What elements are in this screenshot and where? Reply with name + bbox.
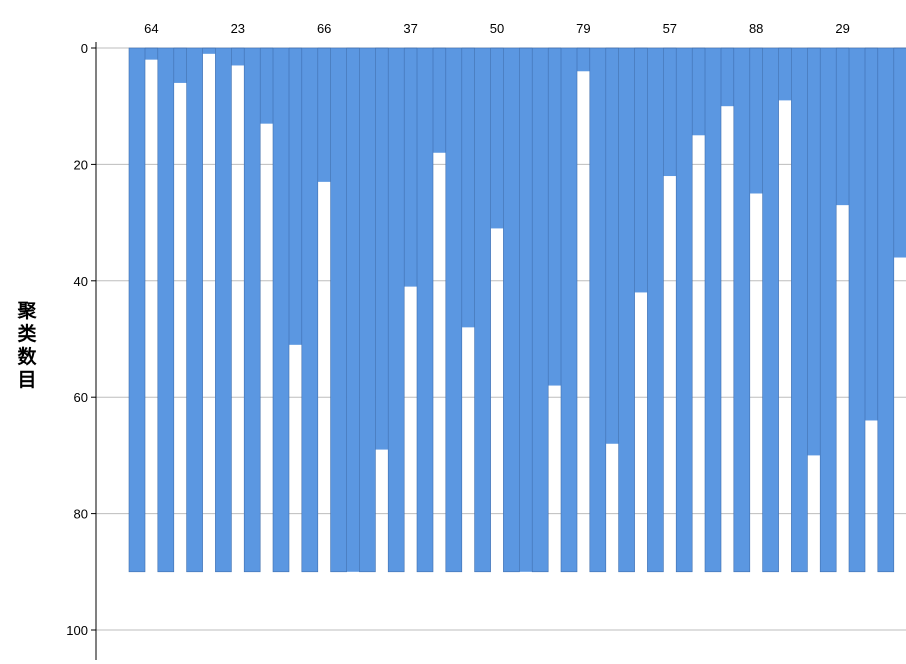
column-label: 57 — [663, 21, 677, 36]
case-bar — [330, 47, 347, 573]
cluster-fill — [433, 48, 446, 153]
cluster-fill — [461, 48, 475, 328]
case-bar — [186, 47, 203, 573]
cluster-fill — [692, 48, 705, 136]
case-bar — [128, 47, 146, 573]
cluster-fill — [346, 48, 360, 572]
case-bar — [301, 47, 319, 573]
case-bar — [733, 47, 751, 573]
cluster-fill — [778, 48, 792, 101]
case-bar — [589, 47, 607, 573]
cluster-fill — [893, 48, 906, 258]
y-axis-title-char: 类 — [17, 323, 37, 345]
cluster-fill — [519, 48, 533, 572]
case-bar — [474, 47, 491, 573]
case-bar — [762, 47, 779, 573]
cluster-fill — [634, 48, 648, 293]
case-bar — [560, 47, 578, 573]
y-tick-label: 60 — [74, 390, 88, 405]
cluster-fill — [317, 48, 331, 182]
y-tick-label: 100 — [66, 623, 88, 638]
cluster-fill — [375, 48, 389, 450]
cluster-fill — [173, 48, 187, 83]
column-label: 37 — [403, 21, 417, 36]
column-labels: 64 23 66 37 50 79 57 88 29 — [144, 21, 850, 36]
cluster-fill — [404, 48, 417, 287]
cluster-fill — [260, 48, 273, 124]
case-bar — [531, 47, 549, 573]
case-bar — [243, 47, 261, 573]
case-bar — [704, 47, 722, 573]
cluster-fill — [836, 48, 849, 206]
case-bar — [647, 47, 664, 573]
case-bar — [675, 47, 693, 573]
column-label: 29 — [835, 21, 849, 36]
cluster-fill — [807, 48, 821, 456]
case-bar — [157, 47, 175, 573]
y-axis-title: 聚 类 数 目 — [12, 300, 42, 392]
cluster-fill — [231, 48, 245, 66]
cluster-fill — [749, 48, 763, 194]
cluster-fill — [548, 48, 561, 386]
cluster-fill — [865, 48, 878, 421]
column-label: 88 — [749, 21, 763, 36]
column-label: 66 — [317, 21, 331, 36]
case-bar — [848, 47, 866, 573]
case-bar — [618, 47, 635, 573]
case-bar — [416, 47, 434, 573]
cluster-fill — [289, 48, 302, 345]
column-label: 50 — [490, 21, 504, 36]
case-bar — [445, 47, 463, 573]
y-axis-title-char: 聚 — [17, 300, 37, 322]
y-tick-label: 40 — [74, 274, 88, 289]
case-bar — [359, 47, 376, 573]
case-bar — [791, 47, 808, 573]
case-bar — [387, 47, 405, 573]
y-tick-label: 80 — [74, 507, 88, 522]
column-label: 23 — [231, 21, 245, 36]
cluster-fill — [605, 48, 619, 444]
y-tick-label: 0 — [81, 41, 88, 56]
cluster-fill — [490, 48, 504, 229]
column-label: 64 — [144, 21, 158, 36]
case-bar — [215, 47, 232, 573]
cluster-fill — [577, 48, 590, 72]
cluster-fill — [202, 48, 216, 54]
case-bar — [272, 47, 290, 573]
cluster-fill — [721, 48, 734, 107]
case-bar — [503, 47, 520, 573]
y-axis-title-char: 数 — [17, 346, 37, 368]
cluster-fill — [663, 48, 677, 177]
case-bars — [128, 47, 895, 573]
case-bar — [877, 47, 895, 573]
column-label: 79 — [576, 21, 590, 36]
case-bar — [819, 47, 837, 573]
cluster-fill — [145, 48, 158, 60]
cluster-fills — [145, 47, 906, 572]
y-tick-label: 20 — [74, 157, 88, 172]
y-axis-ticks: 0 20 40 60 80 100 — [66, 41, 96, 638]
y-axis-title-char: 目 — [17, 369, 37, 391]
